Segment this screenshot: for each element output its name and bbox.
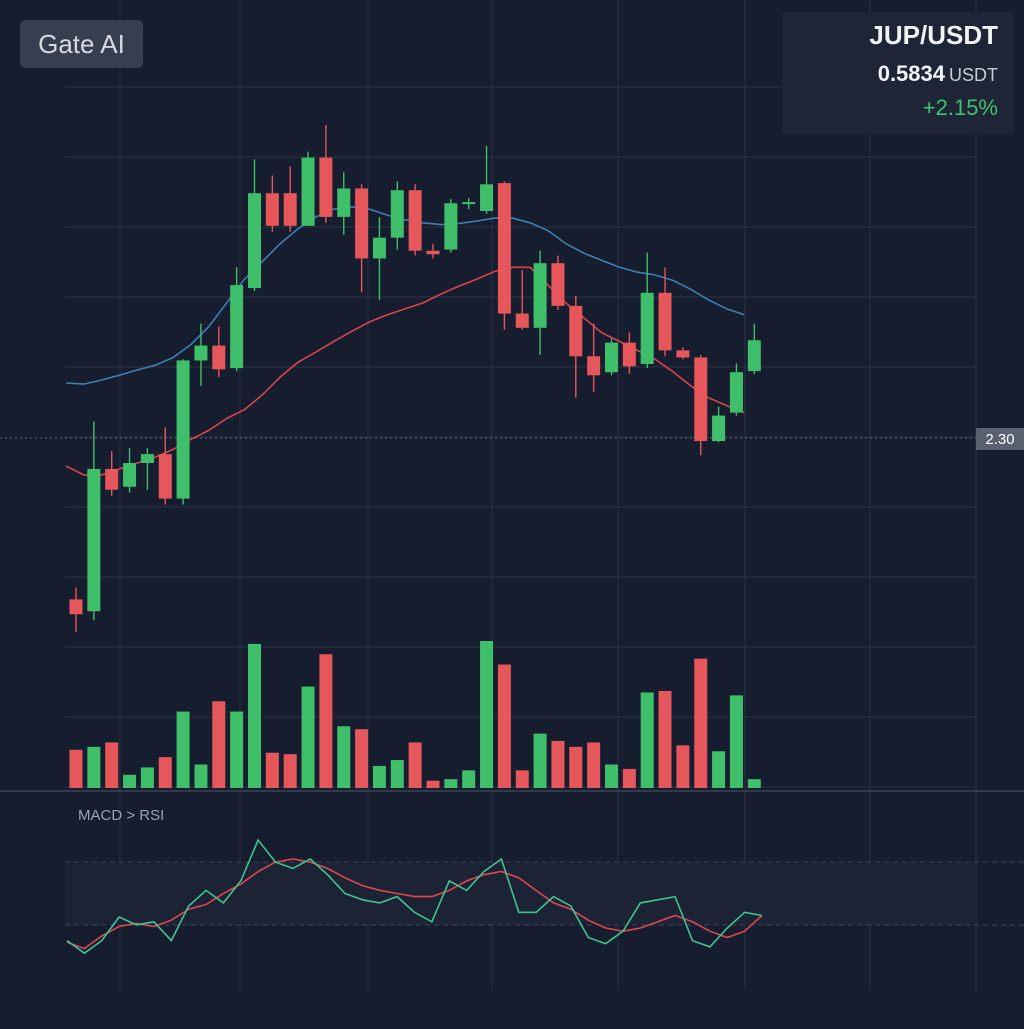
volume-bar (230, 711, 244, 788)
candle-body (551, 263, 565, 306)
volume-bar (390, 760, 404, 788)
macd-line (66, 858, 763, 950)
volume-bar (640, 692, 654, 788)
candle-body (747, 340, 761, 372)
volume-bar (408, 742, 422, 788)
volume-bar (319, 654, 333, 788)
candle-body (158, 454, 172, 499)
candle-body (319, 157, 333, 217)
candle-body (123, 463, 137, 487)
volume-bar (355, 729, 369, 788)
ma-fast-line (65, 205, 745, 385)
volume-bar (605, 764, 618, 788)
volume-bar (462, 770, 476, 788)
candle-body (658, 292, 672, 351)
volume-bar (515, 770, 529, 788)
candle-body (265, 193, 279, 226)
candle-body (587, 356, 601, 376)
candle-body (408, 190, 422, 251)
grid-lines (0, 0, 1024, 990)
volume-bar (497, 664, 511, 788)
candle-body (372, 237, 386, 259)
volume-bar (69, 749, 83, 788)
volume-bar (533, 733, 547, 788)
candle-body (533, 263, 547, 328)
candle-body (497, 183, 511, 314)
current-price-tag-label: 2.30 (985, 430, 1015, 448)
pair-name: JUP/USDT (869, 20, 998, 50)
brand-label: Gate AI (38, 28, 125, 59)
candle-body (676, 350, 690, 358)
candle-body (69, 599, 83, 615)
volume-bar (426, 780, 440, 788)
volume-bar (729, 695, 743, 788)
candle-body (712, 415, 726, 442)
candle-body (426, 250, 440, 255)
candle-body (283, 193, 297, 226)
candle-body (569, 305, 583, 357)
candle-body (176, 360, 190, 499)
volume-bar (676, 745, 690, 788)
indicator-band (65, 862, 976, 925)
volume-bar (212, 701, 226, 788)
volume-bar (622, 768, 636, 788)
candlesticks (69, 125, 761, 633)
candle-body (230, 285, 244, 369)
candle-body (605, 342, 618, 373)
volume-bar (123, 774, 137, 788)
volume-bar (283, 754, 297, 788)
volume-bars (69, 641, 761, 788)
volume-bar (301, 686, 315, 788)
indicator-label[interactable]: MACD > RSI (78, 807, 164, 824)
last-price: 0.5834 (877, 61, 945, 86)
volume-bar (158, 757, 172, 788)
candle-body (194, 345, 208, 361)
candle-body (301, 157, 315, 226)
volume-bar (569, 746, 583, 788)
volume-bar (265, 752, 279, 788)
candle-body (462, 202, 476, 205)
candle-body (105, 468, 119, 490)
candle-body (87, 468, 101, 612)
candle-body (140, 454, 154, 464)
rsi-line (66, 838, 763, 955)
volume-bar (712, 751, 726, 788)
volume-bar (444, 779, 458, 788)
candle-body (248, 193, 261, 289)
candle-body (729, 372, 743, 413)
candle-body (640, 292, 654, 364)
volume-bar (87, 746, 101, 788)
volume-bar (747, 779, 761, 788)
price-change: +2.15% (922, 95, 998, 120)
candle-body (515, 313, 529, 328)
volume-bar (694, 658, 708, 788)
candle-body (622, 342, 636, 367)
volume-bar (337, 726, 351, 788)
indicator-panel: MACD > RSI (66, 807, 763, 955)
volume-bar (105, 742, 119, 788)
candle-body (212, 345, 226, 370)
price-row: 0.5834 USDT (782, 62, 998, 89)
candle-body (337, 188, 351, 217)
ticker-panel: JUP/USDT 0.5834 USDT +2.15% (782, 12, 1014, 134)
candle-body (390, 190, 404, 238)
volume-bar (176, 711, 190, 788)
candle-body (355, 188, 369, 259)
brand-badge[interactable]: Gate AI (20, 20, 143, 68)
volume-bar (140, 767, 154, 788)
candle-body (694, 357, 708, 442)
volume-bar (587, 742, 601, 788)
volume-bar (372, 765, 386, 788)
candle-body (480, 184, 494, 211)
volume-bar (480, 641, 494, 788)
current-price-tag: 2.30 (976, 428, 1024, 450)
volume-bar (194, 764, 208, 788)
volume-bar (248, 643, 261, 788)
volume-bar (551, 740, 565, 788)
price-unit: USDT (949, 65, 998, 85)
volume-bar (658, 690, 672, 788)
candle-body (444, 203, 458, 250)
